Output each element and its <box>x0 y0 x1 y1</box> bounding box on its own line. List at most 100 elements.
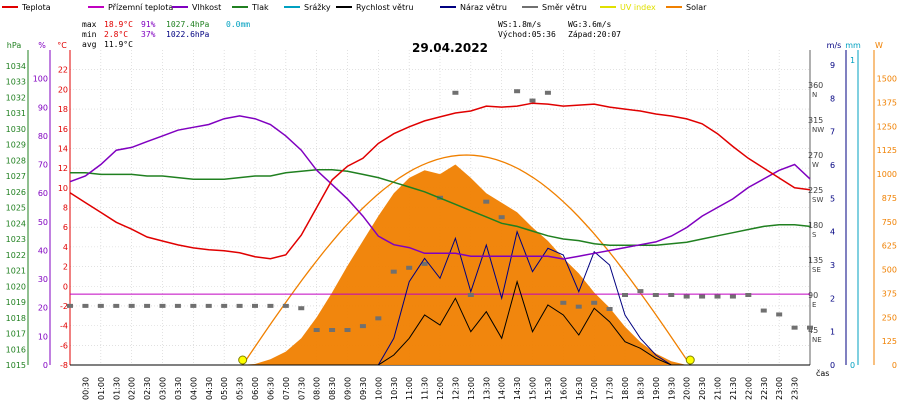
wind-direction-point <box>560 300 567 305</box>
wind-direction-point <box>390 269 397 274</box>
wind-direction-point <box>174 303 181 308</box>
tick-ms: 3 <box>830 261 835 270</box>
tick-direction-label: SW <box>812 196 823 204</box>
tick-x: 13:30 <box>482 377 491 400</box>
stats-sunrise: Východ:05:36 <box>498 30 556 39</box>
tick-x: 20:30 <box>698 377 707 400</box>
tick-celsius: 4 <box>63 243 68 252</box>
tick-x: 06:00 <box>251 377 260 400</box>
tick-x: 14:00 <box>498 377 507 400</box>
wind-direction-point <box>252 303 258 308</box>
legend-label: Teplota <box>21 3 51 12</box>
tick-x: 04:00 <box>189 377 198 400</box>
tick-x: 08:30 <box>328 377 337 400</box>
tick-x: 00:30 <box>81 377 90 400</box>
tick-x: 23:30 <box>791 377 800 400</box>
tick-x: 04:30 <box>205 377 214 400</box>
tick-x: 08:00 <box>313 377 322 400</box>
tick-x: 15:00 <box>529 377 538 400</box>
tick-celsius: -4 <box>60 322 68 331</box>
series-solar-theoretical <box>242 154 691 366</box>
tick-w: 875 <box>882 194 897 203</box>
wind-direction-point <box>652 293 659 297</box>
series-pressure <box>70 168 811 247</box>
axis-w-unit: W <box>875 41 883 50</box>
wind-direction-point <box>498 215 505 220</box>
tick-direction-label: NE <box>812 336 822 344</box>
series-temperature <box>69 102 811 260</box>
tick-hpa: 1016 <box>6 345 26 354</box>
tick-x: 05:30 <box>236 377 245 400</box>
stats-min-label: min <box>82 30 97 39</box>
tick-celsius: 12 <box>58 164 68 173</box>
wind-direction-point <box>483 199 490 204</box>
stats-max-label: max <box>82 20 97 29</box>
tick-w: 375 <box>882 289 897 298</box>
wind-direction-point <box>668 293 675 297</box>
tick-hpa: 1018 <box>6 314 26 323</box>
tick-x: 22:00 <box>744 377 753 400</box>
tick-ms: 9 <box>830 61 835 70</box>
tick-x: 03:00 <box>159 377 168 400</box>
tick-x: 11:00 <box>405 377 414 400</box>
tick-hpa: 1017 <box>6 330 26 339</box>
tick-x: 05:00 <box>220 377 229 400</box>
wind-direction-point <box>67 303 73 308</box>
axis-x-label: čas <box>816 368 829 378</box>
tick-celsius: -6 <box>60 341 68 350</box>
legend-label: UV index <box>620 3 656 12</box>
tick-w: 750 <box>882 218 897 227</box>
tick-celsius: 6 <box>63 223 68 232</box>
wind-direction-point <box>190 303 197 308</box>
tick-hpa: 1022 <box>6 251 26 260</box>
tick-direction-label: NW <box>812 126 824 134</box>
wind-direction-point <box>97 303 104 308</box>
tick-x: 18:00 <box>621 377 630 400</box>
tick-celsius: 16 <box>58 125 68 134</box>
tick-x: 01:00 <box>97 377 106 400</box>
tick-direction: 90 <box>808 291 818 300</box>
wind-direction-point <box>344 328 351 332</box>
tick-x: 16:30 <box>575 377 584 400</box>
tick-mm: 1 <box>850 56 855 65</box>
wind-direction-point <box>267 303 274 308</box>
tick-percent: 0 <box>43 361 48 370</box>
tick-hpa: 1023 <box>6 235 26 244</box>
legend-label: Tlak <box>251 3 269 12</box>
tick-celsius: 22 <box>58 66 68 75</box>
tick-x: 16:00 <box>559 377 568 400</box>
legend-label: Rychlost větru <box>356 3 413 12</box>
axis-ms-unit: m/s <box>827 41 842 50</box>
wind-direction-point <box>113 303 120 308</box>
wind-direction-point <box>637 289 644 294</box>
wind-direction-point <box>221 303 228 308</box>
stats-wind-speed: WS:1.8m/s <box>498 20 542 29</box>
tick-percent: 40 <box>38 246 48 255</box>
tick-mm: 0 <box>850 361 855 370</box>
wind-direction-point <box>575 304 582 309</box>
tick-percent: 70 <box>38 161 48 170</box>
tick-w: 1000 <box>877 170 897 179</box>
stats-wind-gust: WG:3.6m/s <box>568 20 612 29</box>
wind-direction-point <box>298 306 305 311</box>
tick-x: 14:30 <box>513 377 522 400</box>
tick-x: 21:30 <box>729 377 738 400</box>
wind-direction-point <box>514 89 521 94</box>
tick-x: 03:30 <box>174 377 183 400</box>
tick-x: 10:00 <box>374 377 383 400</box>
legend-label: Solar <box>686 3 707 12</box>
tick-percent: 50 <box>38 218 48 227</box>
tick-hpa: 1033 <box>6 78 26 87</box>
tick-x: 23:00 <box>775 377 784 400</box>
tick-w: 0 <box>892 361 897 370</box>
sunset-marker <box>685 355 695 365</box>
tick-hpa: 1024 <box>6 219 26 228</box>
stats-min-temp: 2.8°C <box>104 30 128 39</box>
wind-direction-point <box>329 328 336 332</box>
legend-label: Přízemní teplota <box>108 3 173 12</box>
legend-label: Vlhkost <box>192 3 221 12</box>
tick-hpa: 1015 <box>6 361 26 370</box>
tick-direction-label: SE <box>812 266 821 274</box>
tick-percent: 10 <box>38 332 48 341</box>
